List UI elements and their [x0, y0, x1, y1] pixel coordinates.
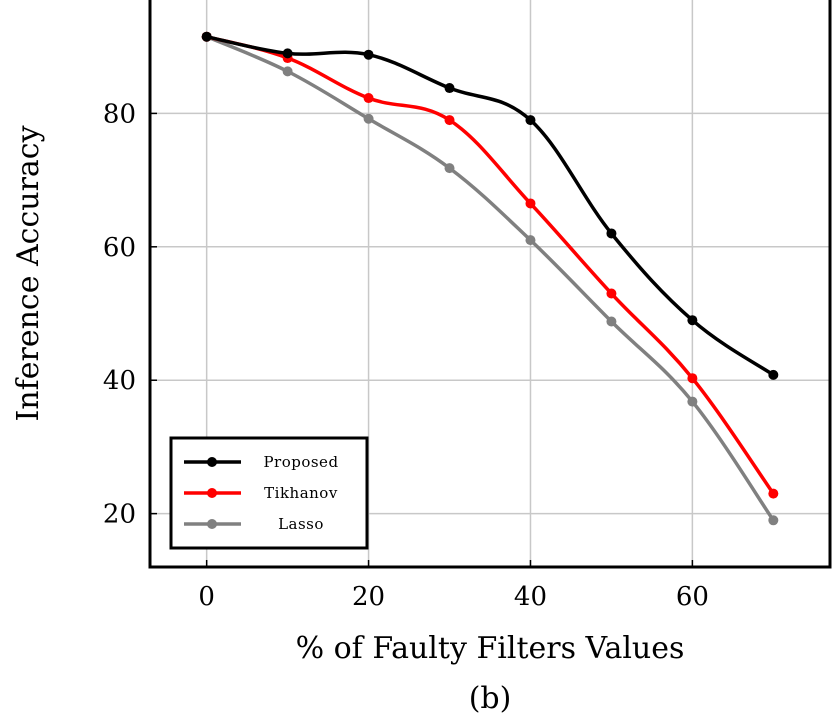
- data-point-tikhanov: [363, 93, 374, 104]
- data-point-proposed: [525, 115, 536, 126]
- data-point-tikhanov: [525, 198, 536, 209]
- legend-label-proposed: Proposed: [263, 453, 338, 471]
- legend-marker-lasso: [207, 519, 217, 529]
- data-point-lasso: [525, 235, 536, 246]
- data-point-lasso: [444, 163, 455, 174]
- x-ticks: 0 20 40 60: [198, 560, 709, 612]
- legend: Proposed Tikhanov Lasso: [169, 436, 369, 550]
- plot-frame: [148, 0, 832, 569]
- data-point-lasso: [282, 66, 293, 77]
- legend-marker-proposed: [207, 457, 217, 467]
- data-point-tikhanov: [606, 288, 617, 299]
- series-lasso: [201, 31, 779, 526]
- x-tick-label: 0: [198, 582, 215, 612]
- data-point-proposed: [768, 369, 779, 380]
- legend-items: Proposed Tikhanov Lasso: [184, 453, 338, 533]
- legend-label-lasso: Lasso: [278, 515, 324, 533]
- legend-label-tikhanov: Tikhanov: [264, 484, 338, 502]
- series-line-proposed: [206, 34, 775, 377]
- data-point-lasso: [606, 316, 617, 327]
- data-point-proposed: [606, 228, 617, 239]
- data-point-tikhanov: [687, 373, 698, 384]
- data-point-tikhanov: [768, 488, 779, 499]
- y-tick-label: 20: [103, 500, 136, 530]
- data-point-proposed: [363, 49, 374, 60]
- data-point-lasso: [768, 515, 779, 526]
- chart-caption: (b): [469, 681, 512, 716]
- data-point-proposed: [687, 315, 698, 326]
- series-proposed: [201, 31, 779, 380]
- data-point-tikhanov: [444, 115, 455, 126]
- data-point-proposed: [282, 48, 293, 59]
- data-point-lasso: [363, 113, 374, 124]
- series-line-tikhanov: [206, 34, 775, 495]
- x-tick-label: 60: [676, 582, 709, 612]
- y-tick-label: 60: [103, 233, 136, 263]
- data-point-proposed: [201, 31, 212, 42]
- y-ticks: 20 40 60 80: [103, 99, 157, 530]
- series-layer: [201, 31, 779, 526]
- data-point-proposed: [444, 83, 455, 94]
- x-tick-label: 20: [352, 582, 385, 612]
- y-tick-label: 80: [103, 99, 136, 129]
- y-axis-label: Inference Accuracy: [11, 125, 46, 421]
- y-tick-label: 40: [103, 366, 136, 396]
- data-point-lasso: [687, 396, 698, 407]
- legend-marker-tikhanov: [207, 488, 217, 498]
- x-tick-label: 40: [514, 582, 547, 612]
- x-axis-label: % of Faulty Filters Values: [296, 631, 685, 666]
